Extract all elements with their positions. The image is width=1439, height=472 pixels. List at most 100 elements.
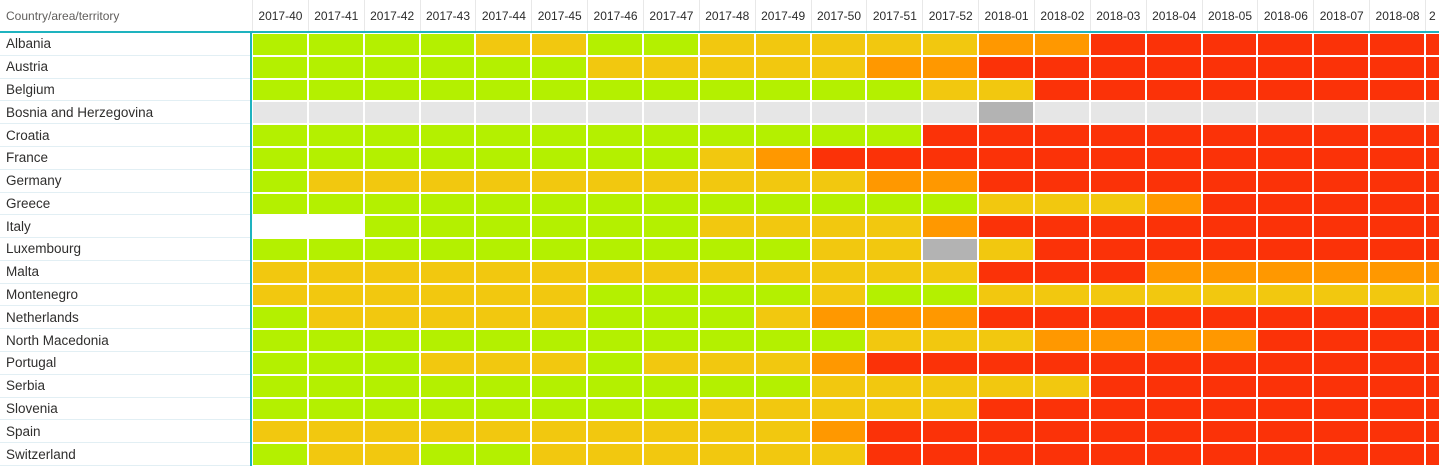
heat-cell[interactable] [363,374,420,398]
heat-cell[interactable] [531,146,588,170]
heat-cell[interactable] [866,443,923,466]
column-header[interactable]: 2018-06 [1257,0,1313,31]
heat-cell[interactable] [866,146,923,170]
heat-cell[interactable] [252,397,308,421]
heat-cell[interactable] [754,55,811,79]
heat-cell[interactable] [866,374,923,398]
heat-cell-partial[interactable] [1425,238,1439,261]
column-header[interactable]: 2018-07 [1313,0,1369,31]
heat-cell[interactable] [587,374,643,398]
row-label[interactable]: North Macedonia [0,329,252,353]
heat-cell[interactable] [363,215,420,239]
heat-cell[interactable] [1145,420,1202,444]
heat-cell[interactable] [1257,260,1314,284]
heat-cell[interactable] [307,260,364,284]
heat-cell[interactable] [475,443,532,466]
heat-cell[interactable] [810,169,867,193]
heat-cell[interactable] [419,124,476,147]
heat-cell[interactable] [1201,192,1258,216]
column-header[interactable]: 2018-02 [1034,0,1090,31]
heat-cell[interactable] [1369,238,1425,261]
heat-cell[interactable] [1034,352,1090,375]
heat-cell[interactable] [978,238,1034,261]
heat-cell[interactable] [1089,397,1146,421]
heat-cell[interactable] [866,124,923,147]
heat-cell[interactable] [531,192,588,216]
heat-cell[interactable] [866,215,923,239]
column-header[interactable]: 2017-52 [922,0,978,31]
heat-cell[interactable] [1145,124,1202,147]
heat-cell-partial[interactable] [1425,124,1439,147]
column-header[interactable]: 2018-04 [1145,0,1202,31]
column-header[interactable]: 2017-44 [475,0,531,31]
heat-cell[interactable] [810,443,867,466]
heat-cell[interactable] [419,146,476,170]
heat-cell[interactable] [363,146,420,170]
heat-cell[interactable] [1313,329,1370,353]
heat-cell[interactable] [1313,260,1370,284]
heat-cell[interactable] [307,101,364,125]
heat-cell[interactable] [643,352,699,375]
heat-cell[interactable] [419,169,476,193]
heat-cell[interactable] [754,33,811,56]
heat-cell[interactable] [754,420,811,444]
heat-cell[interactable] [922,374,979,398]
heat-cell[interactable] [1313,78,1370,102]
row-label[interactable]: Germany [0,170,252,193]
heat-cell[interactable] [1369,352,1425,375]
heat-cell[interactable] [866,283,923,307]
heat-cell[interactable] [698,78,755,102]
heat-cell[interactable] [643,215,699,239]
heat-cell[interactable] [698,329,755,353]
heat-cell[interactable] [307,420,364,444]
heat-cell[interactable] [531,169,588,193]
column-header[interactable]: 2017-51 [866,0,922,31]
heat-cell[interactable] [754,397,811,421]
heat-cell[interactable] [1201,352,1258,375]
heat-cell[interactable] [978,78,1034,102]
heat-cell[interactable] [1313,146,1370,170]
heat-cell[interactable] [1089,443,1146,466]
column-header[interactable]: 2017-48 [698,0,755,31]
heat-cell[interactable] [1257,55,1314,79]
heat-cell[interactable] [698,374,755,398]
heat-cell[interactable] [252,215,308,239]
heat-cell[interactable] [922,443,979,466]
heat-cell[interactable] [252,33,308,56]
heat-cell[interactable] [1034,169,1090,193]
heat-cell[interactable] [810,374,867,398]
heat-cell[interactable] [252,101,308,125]
heat-cell[interactable] [307,329,364,353]
heat-cell[interactable] [866,192,923,216]
heat-cell[interactable] [307,352,364,375]
heat-cell[interactable] [307,215,364,239]
heat-cell[interactable] [307,169,364,193]
heat-cell[interactable] [531,101,588,125]
heat-cell[interactable] [978,33,1034,56]
heat-cell[interactable] [1257,33,1314,56]
heat-cell[interactable] [363,306,420,330]
heat-cell[interactable] [252,78,308,102]
heat-cell[interactable] [1089,238,1146,261]
heat-cell[interactable] [698,397,755,421]
heat-cell[interactable] [1034,443,1090,466]
heat-cell[interactable] [363,283,420,307]
heat-cell[interactable] [643,306,699,330]
heat-cell[interactable] [1313,169,1370,193]
heat-cell[interactable] [1034,397,1090,421]
heat-cell[interactable] [643,55,699,79]
heat-cell[interactable] [810,215,867,239]
heat-cell[interactable] [698,283,755,307]
heat-cell[interactable] [419,238,476,261]
heat-cell[interactable] [978,420,1034,444]
heat-cell[interactable] [698,238,755,261]
heat-cell[interactable] [1369,283,1425,307]
heat-cell[interactable] [1313,33,1370,56]
heat-cell[interactable] [307,397,364,421]
heat-cell[interactable] [1257,124,1314,147]
heat-cell-partial[interactable] [1425,33,1439,56]
heat-cell[interactable] [698,146,755,170]
heat-cell-partial[interactable] [1425,306,1439,330]
heat-cell[interactable] [1369,78,1425,102]
heat-cell[interactable] [1313,101,1370,125]
